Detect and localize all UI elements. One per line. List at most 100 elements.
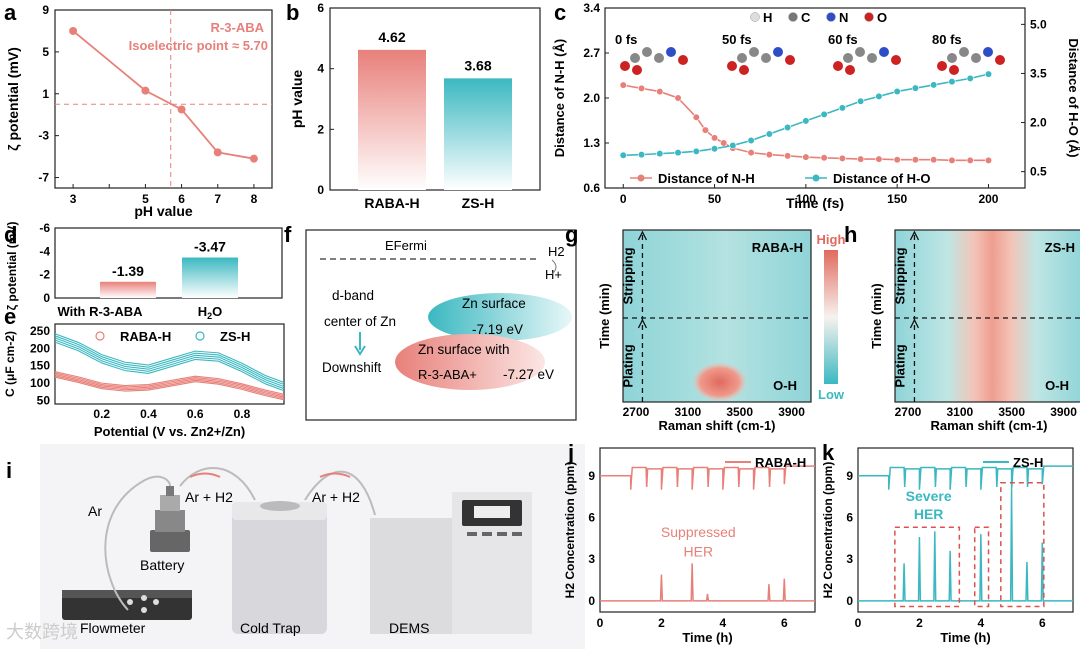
panel-f-label: f bbox=[284, 222, 291, 248]
annotation-line-2: HER bbox=[914, 506, 944, 522]
data-point bbox=[876, 93, 883, 100]
molecule-atom bbox=[737, 53, 747, 63]
ar-label: Ar bbox=[88, 503, 102, 519]
molecule-atom bbox=[879, 47, 889, 57]
x-tick-label: 2700 bbox=[895, 405, 922, 419]
zn-surface-with-label: Zn surface with bbox=[418, 342, 510, 357]
bar-zs-h bbox=[444, 78, 512, 190]
x-tick-label: 150 bbox=[887, 192, 907, 206]
x-tick-label: 0.2 bbox=[93, 407, 110, 421]
data-point bbox=[894, 156, 901, 163]
y-tick-label: -4 bbox=[39, 244, 50, 258]
data-point bbox=[720, 140, 727, 147]
x-tick-label: 2700 bbox=[623, 405, 650, 419]
legend-label: RABA-H bbox=[755, 455, 806, 470]
molecule-atom bbox=[867, 53, 877, 63]
data-point bbox=[620, 152, 627, 159]
panel-f: f EFermi H2 H+ d-band center of Zn Downs… bbox=[290, 222, 580, 432]
sample-label: ZS-H bbox=[1045, 240, 1075, 255]
x-axis-label: pH value bbox=[134, 203, 193, 219]
phase-label-plating: Plating bbox=[620, 344, 635, 387]
x-tick-label: 0.8 bbox=[234, 407, 251, 421]
x-tick-label: 3500 bbox=[998, 405, 1025, 419]
downshift-label: Downshift bbox=[322, 360, 382, 375]
chart-subtitle: Isoelectric point ≈ 5.70 bbox=[129, 38, 268, 53]
x-tick-label: 3900 bbox=[1050, 405, 1077, 419]
y-tick-label: -3 bbox=[38, 129, 49, 143]
category-label: RABA-H bbox=[364, 195, 419, 211]
x-tick-label: 0 bbox=[855, 616, 862, 630]
heatmap-hotspot bbox=[692, 362, 748, 402]
data-point bbox=[857, 156, 864, 163]
snapshot-time-label: 60 fs bbox=[828, 32, 858, 47]
molecule-atom bbox=[971, 53, 981, 63]
zn-surface-energy: -7.19 eV bbox=[472, 322, 523, 337]
y-tick-label: 0 bbox=[588, 594, 595, 608]
data-point bbox=[803, 154, 810, 161]
y-tick-label: 6 bbox=[846, 510, 853, 524]
panel-i: i Ar Ar + H2 Ar + H2 Battery Flowmeter C… bbox=[0, 440, 585, 654]
x-tick-label: 3100 bbox=[946, 405, 973, 419]
molecule-atom bbox=[983, 47, 993, 57]
dband-diagram: EFermi H2 H+ d-band center of Zn Downshi… bbox=[290, 222, 580, 432]
panel-b-label: b bbox=[286, 0, 299, 26]
h2-trace bbox=[858, 490, 1073, 601]
efermi-label: EFermi bbox=[385, 238, 427, 253]
phase-label-plating: Plating bbox=[892, 344, 907, 387]
y-tick-label: 0.6 bbox=[583, 181, 600, 195]
data-point bbox=[69, 27, 77, 35]
x-tick-label: 50 bbox=[708, 192, 722, 206]
y2-tick-label: 3.5 bbox=[1030, 66, 1047, 80]
y-tick-label: 100 bbox=[30, 376, 50, 390]
x-axis-label: Time (fs) bbox=[786, 195, 844, 211]
y-tick-label: 1.3 bbox=[583, 136, 600, 150]
atom-legend-label: N bbox=[839, 10, 848, 25]
category-label: ZS-H bbox=[462, 195, 495, 211]
snapshot-time-label: 50 fs bbox=[722, 32, 752, 47]
legend-label: RABA-H bbox=[120, 329, 171, 344]
x-axis-label: Time (h) bbox=[940, 630, 990, 645]
molecule-atom bbox=[739, 65, 749, 75]
data-point bbox=[839, 155, 846, 162]
molecule-atom bbox=[727, 61, 737, 71]
y-tick-label: 150 bbox=[30, 359, 50, 373]
atom-legend-dot bbox=[827, 13, 836, 22]
phase-label-stripping: Stripping bbox=[620, 247, 635, 304]
data-point bbox=[784, 153, 791, 160]
atom-legend-label: C bbox=[801, 10, 811, 25]
molecule-atom bbox=[891, 55, 901, 65]
y-tick-label: 5 bbox=[42, 45, 49, 59]
y-axis-label: ζ potential (mV) bbox=[5, 47, 21, 151]
panel-a-label: a bbox=[4, 0, 16, 26]
data-point bbox=[656, 150, 663, 157]
annotation-line-2: HER bbox=[684, 543, 714, 559]
panel-i-label: i bbox=[6, 458, 12, 484]
x-tick-label: 0 bbox=[620, 192, 627, 206]
bar-raba-h bbox=[358, 50, 426, 190]
molecule-atom bbox=[749, 47, 759, 57]
atom-legend-label: H bbox=[763, 10, 772, 25]
data-point bbox=[748, 137, 755, 144]
dems-label: DEMS bbox=[389, 620, 429, 636]
y-axis-label: H2 Concentration (ppm) bbox=[821, 462, 835, 599]
legend-marker bbox=[813, 175, 820, 182]
data-point bbox=[638, 85, 645, 92]
x-tick-label: 3900 bbox=[778, 405, 805, 419]
molecule-atom bbox=[666, 47, 676, 57]
y-axis-label: H2 Concentration (ppm) bbox=[563, 462, 577, 599]
y-tick-label: 2 bbox=[317, 122, 324, 136]
phase-label-stripping: Stripping bbox=[892, 247, 907, 304]
data-point bbox=[141, 87, 149, 95]
flowmeter-label: Flowmeter bbox=[80, 620, 146, 636]
atom-legend-dot bbox=[751, 13, 760, 22]
y-tick-label: 250 bbox=[30, 324, 50, 338]
data-point bbox=[675, 149, 682, 156]
data-point bbox=[656, 88, 663, 95]
y-tick-label: 9 bbox=[42, 3, 49, 17]
peak-label: O-H bbox=[1045, 378, 1069, 393]
bar bbox=[100, 282, 156, 298]
